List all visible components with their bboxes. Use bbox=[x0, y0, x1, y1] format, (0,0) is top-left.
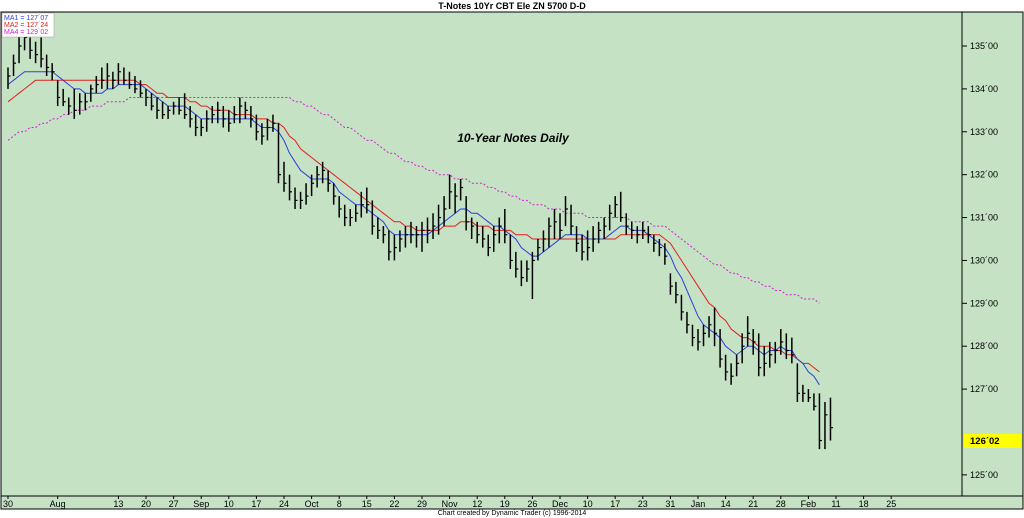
chart-annotation: 10-Year Notes Daily bbox=[457, 131, 570, 145]
x-tick-label: 17 bbox=[251, 499, 261, 509]
x-tick-label: Oct bbox=[305, 499, 320, 509]
ma2-line-group bbox=[7, 79, 820, 373]
y-tick-label: 130´00 bbox=[970, 255, 998, 265]
ma1-line-group bbox=[7, 71, 820, 386]
y-tick-label: 127´00 bbox=[970, 384, 998, 394]
x-tick-label: 17 bbox=[610, 499, 620, 509]
x-tick-label: Dec bbox=[552, 499, 569, 509]
x-tick-label: Nov bbox=[442, 499, 459, 509]
x-tick-label: 10 bbox=[224, 499, 234, 509]
x-tick-label: 13 bbox=[113, 499, 123, 509]
x-tick-label: Jan bbox=[691, 499, 706, 509]
last-price-label: 126´02 bbox=[970, 436, 1000, 447]
x-tick-label: Feb bbox=[801, 499, 817, 509]
legend-entry: MA1 = 127´07 bbox=[4, 15, 48, 22]
ohlc-bars bbox=[7, 20, 833, 450]
x-tick-label: 21 bbox=[748, 499, 758, 509]
x-tick-label: 25 bbox=[886, 499, 896, 509]
ma1-line bbox=[7, 71, 820, 386]
y-tick-label: 135´00 bbox=[970, 41, 998, 51]
legend-box bbox=[1, 12, 55, 38]
y-tick-label: 129´00 bbox=[970, 298, 998, 308]
y-tick-label: 133´00 bbox=[970, 127, 998, 137]
chart-title: T-Notes 10Yr CBT Ele ZN 5700 D-D bbox=[438, 1, 586, 11]
x-tick-label: 31 bbox=[665, 499, 675, 509]
x-tick-label: 24 bbox=[279, 499, 289, 509]
y-axis-ticks: 135´00 134´00 133´00 132´00 131´00 130´00 129´… bbox=[962, 41, 998, 480]
x-tick-label: 12 bbox=[472, 499, 482, 509]
y-tick-label: 128´00 bbox=[970, 341, 998, 351]
xaxis-background bbox=[0, 495, 1024, 510]
ma4-line-group bbox=[7, 97, 820, 304]
x-tick-label: 11 bbox=[831, 499, 840, 509]
x-tick-label: 23 bbox=[638, 499, 648, 509]
x-tick-label: 10 bbox=[583, 499, 593, 509]
axis-background bbox=[961, 11, 1024, 497]
x-tick-label: 20 bbox=[141, 499, 151, 509]
x-tick-label: 30 bbox=[3, 499, 13, 509]
x-tick-label: Sep bbox=[193, 499, 209, 509]
x-tick-label: 18 bbox=[859, 499, 869, 509]
y-tick-label: 132´00 bbox=[970, 170, 998, 180]
x-tick-label: 29 bbox=[417, 499, 427, 509]
y-tick-label: 125´00 bbox=[970, 470, 998, 480]
x-tick-label: 14 bbox=[721, 499, 731, 509]
x-tick-label: 22 bbox=[389, 499, 399, 509]
x-tick-label: 26 bbox=[527, 499, 537, 509]
x-tick-label: 27 bbox=[169, 499, 179, 509]
x-axis-ticks: 30 Aug 13 20 27 Sep 10 17 24 Oct 8 15 22 29 Nov 12 19 26 D… bbox=[3, 496, 896, 509]
legend-entry: MA4 = 129´02 bbox=[4, 29, 48, 36]
y-tick-label: 131´00 bbox=[970, 213, 998, 223]
legend-entry: MA2 = 127´24 bbox=[4, 22, 48, 29]
ma4-line bbox=[7, 97, 820, 304]
x-tick-label: 15 bbox=[362, 499, 372, 509]
x-tick-label: Aug bbox=[50, 499, 66, 509]
chart-footer: Chart created by Dynamic Trader (c) 1996… bbox=[437, 510, 587, 517]
last-price-marker: 126´02 bbox=[964, 434, 1021, 448]
x-tick-label: 28 bbox=[776, 499, 786, 509]
x-tick-label: 8 bbox=[337, 499, 342, 509]
y-tick-label: 134´00 bbox=[970, 84, 998, 94]
last-price-box bbox=[964, 434, 1021, 448]
ma2-line bbox=[7, 79, 820, 373]
x-tick-label: 19 bbox=[500, 499, 510, 509]
plot-background bbox=[0, 11, 963, 497]
